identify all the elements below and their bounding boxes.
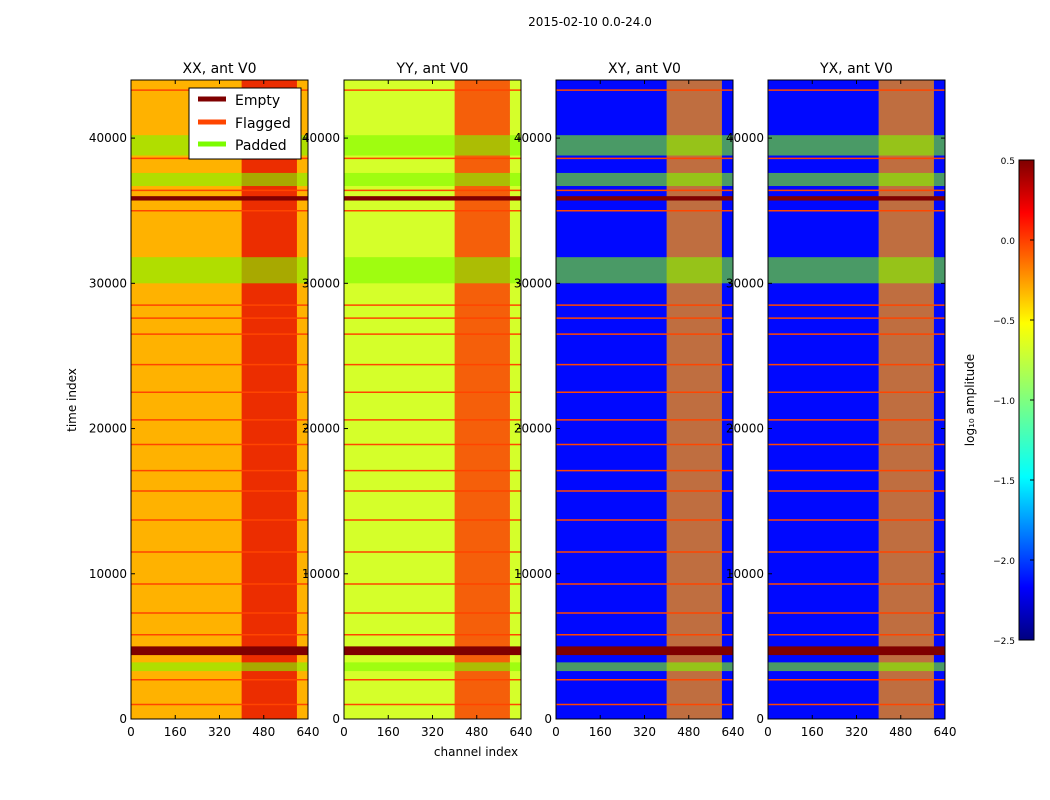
y-tick-label: 40000: [726, 131, 764, 145]
panel-1: XX, ant V0 0 160 320 480 640 0 10000 20000 30000 4…: [89, 61, 320, 739]
y-tick-label: 10000: [302, 567, 340, 581]
colorbar-tick-label: −1.5: [993, 477, 1015, 487]
y-tick-label: 20000: [89, 422, 127, 436]
x-tick-label: 0: [552, 725, 560, 739]
x-tick-label: 320: [208, 725, 231, 739]
y-tick-label: 30000: [726, 276, 764, 290]
empty-interval: [131, 196, 308, 201]
padded-interval: [768, 257, 945, 284]
legend-label-padded: Padded: [235, 138, 287, 154]
colorbar-tick-label: 0.0: [1001, 237, 1016, 247]
x-tick-label: 640: [510, 725, 533, 739]
panel-2: YY, ant V0 0 160 320 480 640 0 10000 20000 30000 4…: [302, 61, 533, 739]
padded-interval: [556, 172, 733, 187]
y-tick-label: 10000: [89, 567, 127, 581]
legend-entry-empty: Empty: [198, 93, 280, 109]
legend-label-empty: Empty: [235, 93, 280, 109]
x-tick-label: 160: [377, 725, 400, 739]
padded-interval: [344, 135, 521, 156]
y-tick-label: 20000: [302, 422, 340, 436]
y-tick-label: 10000: [726, 567, 764, 581]
y-tick-label: 30000: [302, 276, 340, 290]
padded-interval: [344, 172, 521, 187]
panel-title: YY, ant V0: [396, 61, 469, 77]
colorbar-tick-label: −2.5: [993, 637, 1015, 647]
legend-entry-padded: Padded: [198, 138, 287, 154]
colorbar-ticks: 0.5 0.0 −0.5 −1.0 −1.5 −2.0 −2.5: [993, 157, 1034, 647]
panel-3: XY, ant V0 0 160 320 480 640 0 10000 20000 30000 4…: [514, 61, 745, 739]
colorbar-tick-label: −0.5: [993, 317, 1015, 327]
empty-interval: [344, 196, 521, 201]
colorbar: 0.5 0.0 −0.5 −1.0 −1.5 −2.0 −2.5 log₁₀ amplitu…: [963, 157, 1035, 647]
x-tick-label: 160: [589, 725, 612, 739]
y-tick-label: 20000: [514, 422, 552, 436]
legend-entry-flagged: Flagged: [198, 116, 291, 132]
panel-title: YX, ant V0: [819, 61, 893, 77]
x-tick-label: 640: [722, 725, 745, 739]
x-tick-label: 480: [889, 725, 912, 739]
y-tick-label: 40000: [514, 131, 552, 145]
x-tick-label: 160: [801, 725, 824, 739]
y-tick-label: 30000: [514, 276, 552, 290]
padded-interval: [768, 662, 945, 672]
padded-interval: [556, 257, 733, 284]
padded-interval: [131, 257, 308, 284]
colorbar-tick-label: −1.0: [993, 397, 1015, 407]
panel-title: XX, ant V0: [183, 61, 257, 77]
x-tick-label: 480: [677, 725, 700, 739]
empty-interval: [344, 646, 521, 656]
padded-interval: [556, 662, 733, 672]
empty-interval: [768, 646, 945, 656]
colorbar-tick-label: 0.5: [1001, 157, 1015, 167]
figure-suptitle: 2015-02-10 0.0-24.0: [528, 15, 652, 29]
padded-interval: [556, 135, 733, 156]
y-tick-label: 0: [544, 712, 552, 726]
padded-interval: [131, 172, 308, 187]
x-tick-label: 640: [934, 725, 957, 739]
x-tick-label: 320: [421, 725, 444, 739]
x-tick-label: 0: [340, 725, 348, 739]
panel-title: XY, ant V0: [608, 61, 681, 77]
padded-interval: [768, 135, 945, 156]
y-tick-label: 30000: [89, 276, 127, 290]
padded-interval: [344, 662, 521, 672]
empty-interval: [131, 646, 308, 656]
panel-4: YX, ant V0 0 160 320 480 640 0 10000 20000 30000 4…: [726, 61, 957, 739]
heatmap-panels: XX, ant V0 0 160 320 480 640 0 10000 20000 30000 4…: [89, 61, 957, 739]
empty-interval: [556, 196, 733, 201]
colorbar-tick-label: −2.0: [993, 557, 1015, 567]
padded-interval: [131, 662, 308, 672]
legend: Empty Flagged Padded: [188, 87, 302, 160]
empty-interval: [556, 646, 733, 656]
padded-interval: [344, 257, 521, 284]
legend-label-flagged: Flagged: [235, 116, 291, 132]
x-tick-label: 480: [252, 725, 275, 739]
padded-interval: [768, 172, 945, 187]
y-tick-label: 10000: [514, 567, 552, 581]
y-tick-label: 40000: [89, 131, 127, 145]
x-tick-label: 640: [297, 725, 320, 739]
y-tick-label: 0: [756, 712, 764, 726]
empty-interval: [768, 196, 945, 201]
x-tick-label: 0: [764, 725, 772, 739]
x-tick-label: 0: [127, 725, 135, 739]
x-tick-label: 320: [633, 725, 656, 739]
x-tick-label: 160: [164, 725, 187, 739]
colorbar-label: log₁₀ amplitude: [963, 354, 977, 446]
y-tick-label: 20000: [726, 422, 764, 436]
y-tick-label: 40000: [302, 131, 340, 145]
x-axis-label: channel index: [434, 745, 518, 759]
x-tick-label: 480: [465, 725, 488, 739]
x-tick-label: 320: [845, 725, 868, 739]
y-axis-label: time index: [65, 368, 79, 432]
y-tick-label: 0: [119, 712, 127, 726]
y-tick-label: 0: [332, 712, 340, 726]
